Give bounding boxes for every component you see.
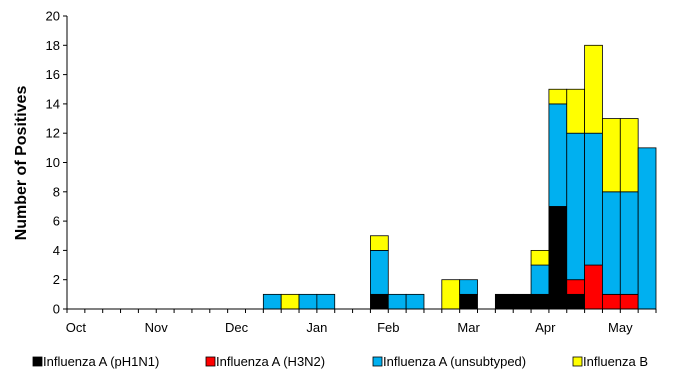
x-tick-label: Apr — [535, 320, 556, 335]
y-tick-label: 18 — [46, 38, 60, 53]
y-tick-label: 8 — [53, 184, 60, 199]
bar-segment — [316, 293, 336, 310]
bar-segment — [512, 293, 532, 310]
legend-item-label: Influenza A (pH1N1) — [43, 354, 159, 369]
bar-segment — [619, 118, 639, 193]
bar-segment — [530, 264, 550, 295]
y-tick-label: 0 — [53, 302, 60, 317]
bar-segment — [548, 103, 568, 207]
bar-segment — [441, 279, 461, 310]
y-tick-label: 6 — [53, 214, 60, 229]
bar-segment — [602, 118, 621, 193]
legend-item-label: Influenza B — [583, 354, 648, 369]
y-tick-label: 2 — [53, 272, 60, 287]
bar-segment — [405, 293, 425, 310]
bar-segment — [370, 235, 389, 251]
bar-segment — [566, 132, 586, 281]
bar-segment — [548, 88, 568, 105]
bar-segment — [619, 293, 639, 310]
bar-segment — [459, 279, 478, 295]
legend-swatch — [205, 356, 216, 367]
bar-segment — [566, 293, 586, 310]
y-tick-label: 4 — [53, 243, 60, 258]
bar-segment — [566, 88, 586, 134]
y-axis-label: Number of Positives — [13, 86, 30, 241]
bar-segment — [584, 264, 603, 310]
x-tick-label: Oct — [66, 320, 87, 335]
legend-swatch — [572, 356, 583, 367]
bar-segment — [370, 293, 389, 310]
y-tick-label: 16 — [46, 67, 60, 82]
bar-segment — [280, 293, 300, 310]
bar-segment — [548, 206, 568, 310]
legend: Influenza A (pH1N1) Influenza A (H3N2) Inf… — [32, 354, 648, 369]
bar-segment — [619, 191, 639, 295]
y-tick-label: 12 — [46, 126, 60, 141]
plot-area: 0 2 4 6 8 10 12 14 16 18 20 Oct Nov Dec Jan Feb Mar Apr Ma… — [46, 9, 657, 335]
y-tick-label: 14 — [46, 96, 60, 111]
x-tick-label: Feb — [377, 320, 399, 335]
bar-segment — [494, 293, 514, 310]
bar-segment — [584, 44, 603, 134]
bar-segment — [459, 293, 478, 310]
bar-segment — [530, 293, 550, 310]
x-tick-label: Nov — [145, 320, 169, 335]
legend-swatch — [372, 356, 383, 367]
x-tick-label: Jan — [306, 320, 327, 335]
bar-segment — [370, 249, 389, 295]
legend-swatch — [32, 356, 43, 367]
bar-segment — [298, 293, 318, 310]
bar-segment — [602, 191, 621, 295]
x-tick-label: May — [608, 320, 633, 335]
y-tick-label: 10 — [46, 155, 60, 170]
bar-segment — [637, 147, 657, 310]
legend-item-label: Influenza A (H3N2) — [216, 354, 325, 369]
bar-segment — [584, 132, 603, 266]
bar-segment — [566, 279, 586, 295]
y-tick-label: 20 — [46, 9, 60, 24]
bar-segment — [530, 249, 550, 266]
x-tick-label: Dec — [225, 320, 249, 335]
bar-segment — [387, 293, 407, 310]
legend-item-label: Influenza A (unsubtyped) — [383, 354, 526, 369]
bar-segment — [262, 293, 282, 310]
x-tick-label: Mar — [457, 320, 480, 335]
bar-segment — [602, 293, 621, 310]
